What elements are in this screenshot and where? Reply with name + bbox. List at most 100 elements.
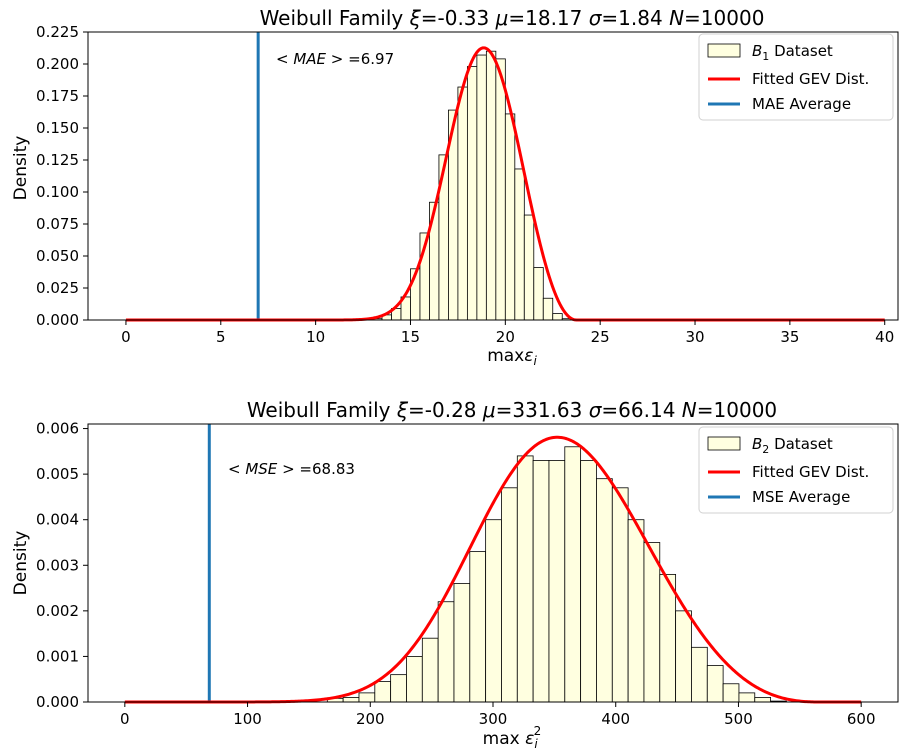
histogram-bar	[342, 697, 360, 703]
x-tick-label: 100	[233, 710, 262, 728]
histogram-bar	[532, 460, 550, 703]
x-tick-label: 0	[120, 710, 130, 728]
y-tick-label: 0.002	[36, 602, 79, 620]
legend-swatch-dataset	[707, 43, 741, 58]
y-tick-label: 0.150	[36, 119, 79, 137]
histogram-bar	[453, 583, 471, 703]
histogram-bars	[326, 446, 787, 703]
legend-label-dataset: B1 Dataset	[752, 42, 833, 63]
histogram-bar	[495, 58, 506, 321]
histogram-bar	[754, 697, 772, 703]
x-tick-label: 40	[875, 328, 894, 346]
y-tick-label: 0.175	[36, 87, 79, 105]
y-axis-ticks: 0.000 0.001 0.002 0.003 0.004 0.005 0.006	[36, 420, 88, 711]
histogram-bar	[627, 519, 645, 703]
histogram-bar	[675, 610, 692, 703]
chart-mae: Weibull Family ξ=-0.33 μ=18.17 σ=1.84 N=…	[11, 6, 899, 368]
x-axis-label: max εi2	[483, 724, 542, 751]
legend: B2 Dataset Fitted GEV Dist. MSE Average	[698, 426, 894, 514]
histogram-bar	[514, 168, 525, 321]
histogram-bar	[523, 214, 535, 321]
plot-frame	[87, 31, 899, 321]
x-tick-label: 30	[685, 328, 704, 346]
x-tick-label: 500	[724, 710, 753, 728]
histogram-bar	[469, 551, 487, 703]
histogram-bar	[421, 637, 439, 703]
histogram-bar	[533, 267, 544, 321]
histogram-bar	[516, 455, 534, 703]
x-axis-label: maxεi	[487, 346, 537, 368]
legend-label-fitted: Fitted GEV Dist.	[752, 70, 869, 88]
histogram-bar	[706, 665, 724, 703]
y-tick-label: 0.000	[36, 311, 79, 329]
histogram-bar	[390, 674, 407, 703]
y-tick-label: 0.001	[36, 647, 79, 665]
legend-label-average: MSE Average	[752, 488, 850, 506]
histogram-bar	[611, 487, 629, 703]
y-tick-label: 0.006	[36, 420, 79, 438]
histogram-bar	[501, 487, 518, 703]
legend-swatch-dataset	[707, 436, 741, 451]
histogram-bar	[476, 54, 487, 321]
y-tick-label: 0.100	[36, 183, 79, 201]
x-tick-label: 15	[401, 328, 420, 346]
x-axis-ticks: 0 5 10 15 20 25 30 35 40	[121, 320, 894, 346]
y-axis-ticks: 0.000 0.025 0.050 0.075 0.100 0.125 0.150 0.175…	[36, 23, 88, 329]
x-tick-label: 600	[847, 710, 876, 728]
x-tick-label: 0	[121, 328, 131, 346]
average-annotation: < MSE > =68.83	[228, 460, 355, 478]
histogram-bar	[722, 683, 740, 703]
histogram-bar	[659, 573, 677, 703]
y-axis-label: Density	[11, 136, 31, 201]
histogram-bar	[437, 601, 455, 703]
histogram-bar	[485, 50, 497, 321]
chart-title: Weibull Family ξ=-0.28 μ=331.63 σ=66.14 …	[247, 398, 777, 422]
y-tick-label: 0.125	[36, 151, 79, 169]
histogram-bar	[548, 460, 566, 703]
histogram-bar	[485, 519, 502, 703]
histogram-bar	[406, 656, 423, 703]
x-tick-label: 200	[356, 710, 385, 728]
legend-box	[698, 426, 894, 514]
y-tick-label: 0.200	[36, 55, 79, 73]
histogram-bar	[358, 692, 376, 703]
histogram-bar	[580, 460, 597, 703]
legend-label-fitted: Fitted GEV Dist.	[752, 463, 869, 481]
legend: B1 Dataset Fitted GEV Dist. MAE Average	[698, 33, 894, 121]
x-axis-ticks: 0 100 200 300 400 500 600	[120, 702, 876, 728]
legend-label-average: MAE Average	[752, 95, 851, 113]
histogram-bar	[504, 113, 516, 321]
chart-mse: Weibull Family ξ=-0.28 μ=331.63 σ=66.14 …	[11, 398, 899, 751]
y-tick-label: 0.004	[36, 511, 79, 529]
y-tick-label: 0.003	[36, 556, 79, 574]
y-tick-label: 0.000	[36, 693, 79, 711]
legend-box	[698, 33, 894, 121]
histogram-bar	[466, 66, 478, 321]
histogram-bar	[691, 646, 708, 703]
histogram-bar	[643, 542, 661, 703]
y-tick-label: 0.050	[36, 247, 79, 265]
histogram-bar	[596, 478, 613, 703]
histogram-bar	[457, 86, 468, 321]
histogram-bar	[738, 692, 756, 703]
legend-label-dataset: B2 Dataset	[752, 435, 833, 456]
x-tick-label: 300	[479, 710, 508, 728]
histogram-bar	[564, 446, 582, 703]
y-tick-label: 0.225	[36, 23, 79, 41]
x-tick-label: 35	[780, 328, 799, 346]
histogram-bars	[372, 50, 573, 321]
y-axis-label: Density	[11, 531, 31, 596]
y-tick-label: 0.025	[36, 279, 79, 297]
histogram-bar	[552, 313, 563, 321]
x-tick-label: 5	[216, 328, 226, 346]
x-tick-label: 25	[591, 328, 610, 346]
x-tick-label: 400	[601, 710, 630, 728]
average-annotation: < MAE > =6.97	[276, 50, 394, 68]
histogram-bar	[542, 297, 554, 321]
chart-title: Weibull Family ξ=-0.33 μ=18.17 σ=1.84 N=…	[260, 6, 765, 30]
x-tick-label: 20	[496, 328, 515, 346]
y-tick-label: 0.075	[36, 215, 79, 233]
x-tick-label: 10	[306, 328, 325, 346]
y-tick-label: 0.005	[36, 465, 79, 483]
